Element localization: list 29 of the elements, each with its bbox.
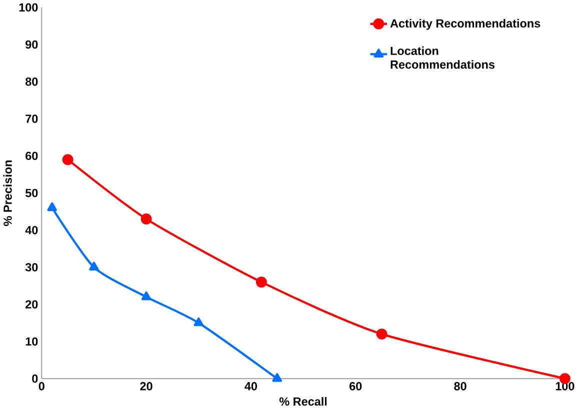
x-axis-title: % Recall [279,397,327,406]
point [141,291,152,300]
point [140,214,152,224]
y-tick-label: 0 [32,374,38,383]
point [47,202,57,212]
legend-label: Location Recommendations [390,46,495,69]
x-tick-label: 40 [244,382,257,390]
x-tick-label: 20 [140,382,152,390]
y-tick-label: 10 [26,337,38,346]
y-tick-label: 50 [25,188,38,198]
y-tick-label: 30 [25,263,38,272]
y-tick-label: 80 [25,78,38,86]
y-tick-label: 20 [26,300,38,309]
y-axis-title: % Precision [3,160,12,226]
legend-label: Activity Recommendations [390,18,540,30]
point [376,328,388,340]
y-tick-label: 70 [26,114,38,123]
x-tick-label: 60 [350,382,362,390]
y-tick-label: 90 [26,40,38,49]
point [272,373,282,382]
point [194,317,204,326]
x-tick-label: 80 [454,382,466,390]
point [89,262,99,271]
x-tick-label: 0 [38,382,44,390]
y-tick-label: 100 [19,3,38,12]
y-tick-label: 40 [25,226,38,234]
y-tick-label: 60 [26,152,38,160]
point [62,154,74,166]
point [256,276,267,288]
